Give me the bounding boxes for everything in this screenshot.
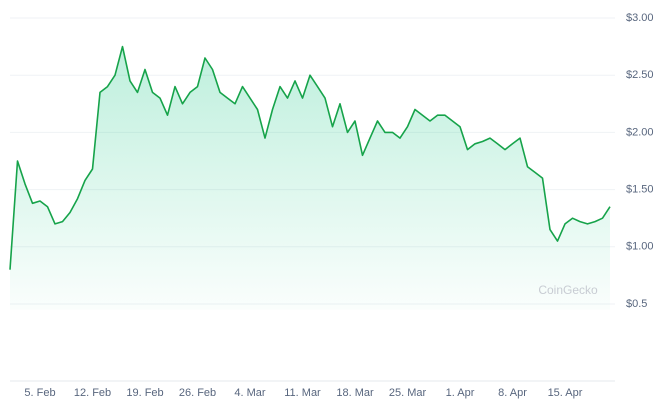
x-tick-label: 12. Feb	[74, 387, 111, 399]
y-tick-label: $1.50	[626, 183, 654, 195]
x-tick-label: 19. Feb	[126, 387, 163, 399]
x-tick-label: 4. Mar	[234, 387, 266, 399]
x-tick-label: 25. Mar	[389, 387, 427, 399]
price-area	[10, 46, 610, 310]
y-tick-label: $2.50	[626, 69, 654, 81]
watermark: CoinGecko	[538, 283, 598, 297]
y-tick-label: $2.00	[626, 126, 654, 138]
x-tick-label: 26. Feb	[179, 387, 216, 399]
y-tick-label: $0.5	[626, 298, 647, 310]
x-tick-label: 5. Feb	[24, 387, 55, 399]
x-tick-label: 11. Mar	[284, 387, 321, 399]
y-tick-label: $3.00	[626, 12, 654, 24]
x-tick-label: 18. Mar	[336, 387, 374, 399]
y-tick-label: $1.00	[626, 241, 654, 253]
price-line	[9, 45, 611, 270]
x-tick-label: 1. Apr	[446, 387, 475, 399]
x-tick-label: 15. Apr	[548, 387, 583, 399]
x-tick-label: 8. Apr	[498, 387, 527, 399]
